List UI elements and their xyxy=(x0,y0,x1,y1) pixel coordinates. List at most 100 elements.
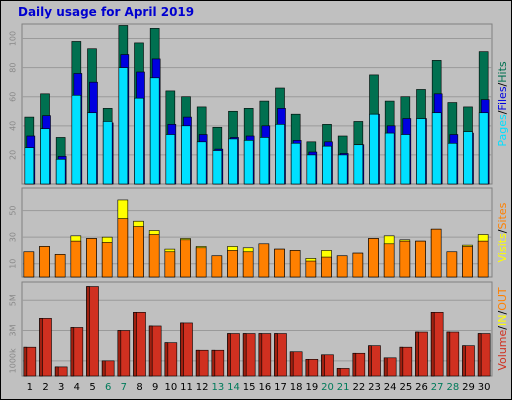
volume-bar-shade xyxy=(383,357,388,377)
volume-bar-shade xyxy=(430,312,435,377)
day-label: 14 xyxy=(227,382,240,393)
volume-bar-shade xyxy=(289,351,294,377)
day-label: 18 xyxy=(290,382,303,393)
volume-panel: 1000k 3M 5M xyxy=(9,281,493,377)
sites-bar xyxy=(383,243,395,278)
sites-bar xyxy=(446,251,458,278)
day-label: 15 xyxy=(243,382,256,393)
day-label: 13 xyxy=(211,382,224,393)
sites-bar xyxy=(86,238,97,278)
legend-entry: Volume xyxy=(496,329,509,370)
sites-bar xyxy=(101,242,113,278)
day-label: 24 xyxy=(384,382,397,393)
sites-bar xyxy=(164,251,176,278)
sites-bar xyxy=(54,254,66,278)
pages-bar xyxy=(40,128,50,185)
volume-bar-shade xyxy=(148,325,153,377)
pages-bar xyxy=(196,141,207,185)
volume-bar-shade xyxy=(352,352,357,377)
volume-panel-plot-area xyxy=(21,281,493,377)
y-tick-label: 30 xyxy=(9,232,18,242)
pages-bar xyxy=(243,140,254,185)
volume-bar-shade xyxy=(321,354,325,377)
legend-separator: / xyxy=(496,326,509,330)
sites-bar xyxy=(289,250,301,278)
sites-bar xyxy=(305,260,317,278)
day-label: 8 xyxy=(136,382,142,393)
legend: Volume/IN/OUT xyxy=(496,287,509,371)
y-tick-label: 80 xyxy=(9,63,18,73)
volume-bar-shade xyxy=(23,346,28,377)
sites-bar xyxy=(211,255,223,278)
day-label: 21 xyxy=(337,382,350,393)
pages-bar xyxy=(353,144,364,185)
pages-bar xyxy=(212,150,223,185)
volume-bar-shade xyxy=(101,360,106,377)
day-label: 6 xyxy=(105,382,111,393)
pages-bar xyxy=(478,112,489,185)
pages-bar xyxy=(463,131,473,185)
legend-separator: / xyxy=(496,110,509,114)
day-label: 17 xyxy=(274,382,287,393)
day-label: 3 xyxy=(58,382,64,393)
y-tick-label: 60 xyxy=(9,92,18,102)
chart-title: Daily usage for April 2019 xyxy=(18,5,194,19)
volume-bar-shade xyxy=(211,349,216,377)
sites-bar xyxy=(430,228,442,278)
sites-bar xyxy=(274,248,285,278)
volume-bar-shade xyxy=(368,345,372,377)
legend-entry: IN xyxy=(496,315,509,326)
day-label: 9 xyxy=(152,382,158,393)
day-label: 5 xyxy=(89,382,95,393)
pages-bar xyxy=(259,137,270,185)
legend: Visits/Sites xyxy=(496,202,509,262)
pages-bar xyxy=(384,132,395,185)
sites-bar xyxy=(415,240,426,278)
day-label: 27 xyxy=(431,382,444,393)
visits-sites-panel: 10 30 50 xyxy=(9,187,493,278)
y-tick-label: 40 xyxy=(9,121,18,131)
legend-entry: Visits xyxy=(496,233,509,262)
pages-bar xyxy=(55,158,66,185)
pages-bar xyxy=(369,113,379,185)
pages-bar xyxy=(337,154,348,185)
legend-entry: Hits xyxy=(496,61,509,83)
pages-bar xyxy=(400,134,411,185)
pages-bar xyxy=(165,134,176,185)
y-tick-label: 1000k xyxy=(9,348,18,373)
pages-bar xyxy=(290,142,301,185)
day-label: 7 xyxy=(121,382,127,393)
volume-bar-shade xyxy=(274,333,278,377)
pages-bar xyxy=(275,124,285,185)
pages-bar xyxy=(24,147,35,185)
pages-bar xyxy=(322,145,332,185)
y-tick-label: 50 xyxy=(9,205,18,215)
sites-bar xyxy=(336,255,348,278)
day-label: 23 xyxy=(368,382,381,393)
pages-bar xyxy=(431,112,442,185)
volume-bar-shade xyxy=(70,327,75,377)
day-label: 16 xyxy=(258,382,271,393)
day-label: 10 xyxy=(164,382,177,393)
volume-bar-shade xyxy=(415,331,419,377)
day-label: 19 xyxy=(305,382,318,393)
sites-bar xyxy=(258,243,270,278)
pages-bar xyxy=(306,154,317,185)
day-label: 26 xyxy=(415,382,428,393)
day-label: 20 xyxy=(321,382,334,393)
sites-bar xyxy=(148,234,160,278)
legend-entry: Files xyxy=(496,86,509,110)
sites-bar xyxy=(39,246,50,278)
volume-bar-shade xyxy=(305,359,310,377)
sites-bar xyxy=(399,240,411,278)
sites-bar xyxy=(195,247,207,278)
day-label: 1 xyxy=(27,382,33,393)
sites-bar xyxy=(23,251,35,278)
volume-bar-shade xyxy=(336,368,341,377)
volume-bar-shade xyxy=(180,322,184,377)
legend-separator: / xyxy=(496,82,509,86)
sites-bar xyxy=(462,246,473,278)
sites-bar xyxy=(368,238,379,278)
day-label: 11 xyxy=(180,382,193,393)
